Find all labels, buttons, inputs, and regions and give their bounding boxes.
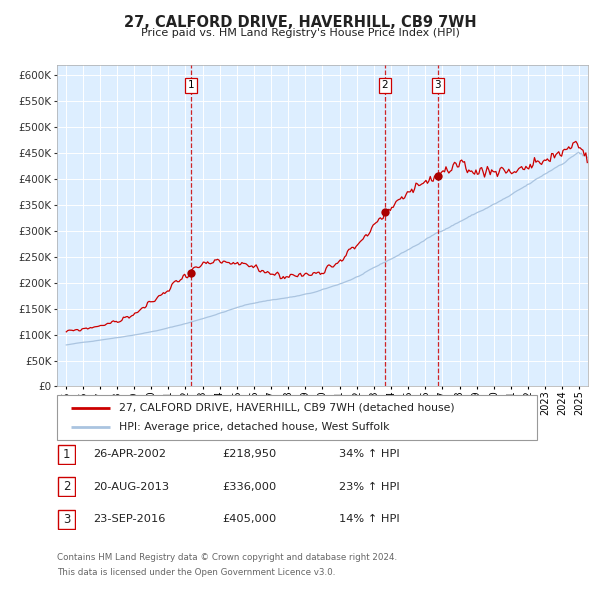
Text: £405,000: £405,000: [222, 514, 276, 524]
Text: 34% ↑ HPI: 34% ↑ HPI: [339, 450, 400, 459]
Text: £218,950: £218,950: [222, 450, 276, 459]
Text: £336,000: £336,000: [222, 482, 276, 491]
Text: 1: 1: [188, 80, 194, 90]
Text: 27, CALFORD DRIVE, HAVERHILL, CB9 7WH (detached house): 27, CALFORD DRIVE, HAVERHILL, CB9 7WH (d…: [119, 403, 455, 412]
Text: 14% ↑ HPI: 14% ↑ HPI: [339, 514, 400, 524]
Text: 20-AUG-2013: 20-AUG-2013: [93, 482, 169, 491]
Text: This data is licensed under the Open Government Licence v3.0.: This data is licensed under the Open Gov…: [57, 568, 335, 576]
Text: 3: 3: [434, 80, 441, 90]
Text: 26-APR-2002: 26-APR-2002: [93, 450, 166, 459]
Text: 2: 2: [63, 480, 70, 493]
Text: 1: 1: [63, 448, 70, 461]
Text: 3: 3: [63, 513, 70, 526]
Text: Price paid vs. HM Land Registry's House Price Index (HPI): Price paid vs. HM Land Registry's House …: [140, 28, 460, 38]
Text: 27, CALFORD DRIVE, HAVERHILL, CB9 7WH: 27, CALFORD DRIVE, HAVERHILL, CB9 7WH: [124, 15, 476, 30]
Text: Contains HM Land Registry data © Crown copyright and database right 2024.: Contains HM Land Registry data © Crown c…: [57, 553, 397, 562]
FancyBboxPatch shape: [57, 395, 537, 440]
FancyBboxPatch shape: [58, 445, 75, 464]
Text: HPI: Average price, detached house, West Suffolk: HPI: Average price, detached house, West…: [119, 422, 390, 432]
Text: 23-SEP-2016: 23-SEP-2016: [93, 514, 166, 524]
FancyBboxPatch shape: [58, 510, 75, 529]
Text: 2: 2: [382, 80, 388, 90]
Text: 23% ↑ HPI: 23% ↑ HPI: [339, 482, 400, 491]
FancyBboxPatch shape: [58, 477, 75, 496]
